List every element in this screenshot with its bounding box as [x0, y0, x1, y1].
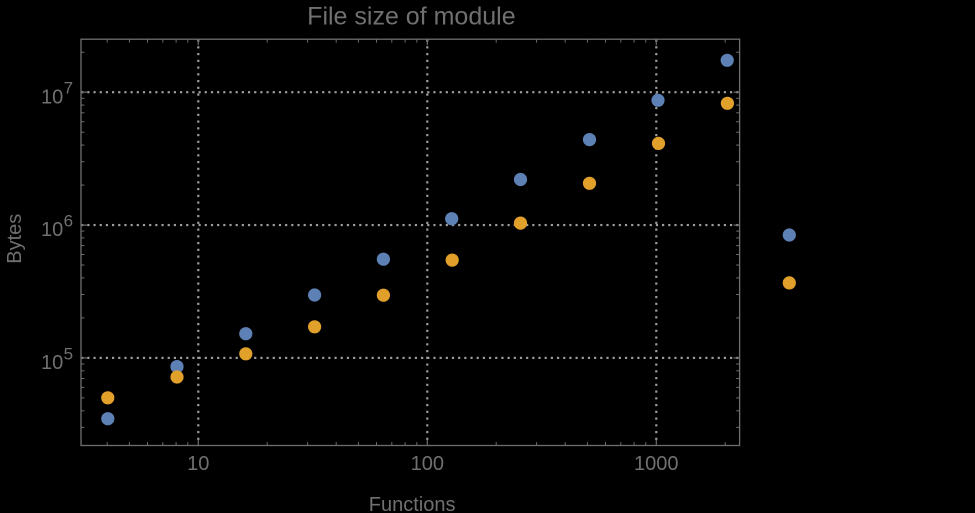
svg-text:Bytes: Bytes — [4, 214, 26, 264]
svg-text:100: 100 — [411, 453, 444, 475]
svg-text:6: 6 — [64, 212, 73, 231]
svg-text:Functions: Functions — [369, 494, 456, 513]
svg-text:1000: 1000 — [634, 453, 679, 475]
svg-text:10: 10 — [41, 352, 63, 374]
svg-text:5: 5 — [64, 344, 73, 363]
svg-text:10: 10 — [41, 219, 63, 241]
svg-text:10: 10 — [41, 86, 63, 108]
svg-text:7: 7 — [64, 79, 73, 98]
svg-text:File size of module: File size of module — [307, 3, 515, 31]
svg-text:10: 10 — [187, 453, 209, 475]
